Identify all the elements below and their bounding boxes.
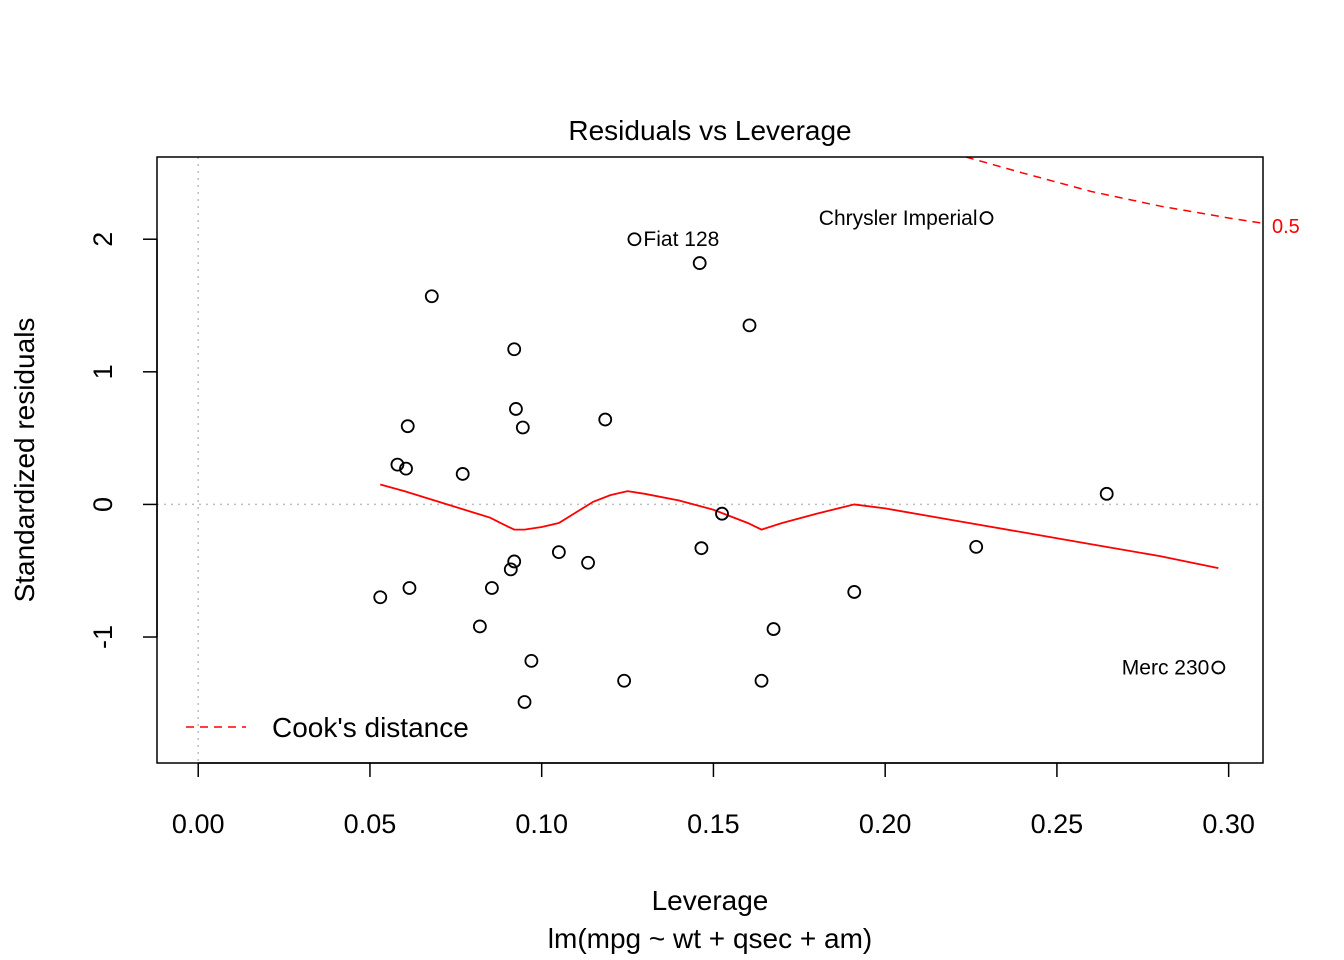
plot-region: [157, 157, 1263, 763]
data-point: [399, 461, 413, 476]
data-point: [1099, 486, 1114, 501]
data-point: [517, 695, 532, 709]
data-point: [598, 412, 613, 427]
point-label: Chrysler Imperial: [819, 207, 978, 230]
data-point: [507, 342, 522, 357]
data-point: [1211, 660, 1226, 675]
legend-cooks-distance-label: Cook's distance: [272, 712, 469, 743]
data-point: [617, 673, 632, 688]
y-tick-label: 0: [88, 497, 118, 512]
x-tick-label: 0.05: [344, 809, 397, 839]
x-tick-label: 0.25: [1031, 809, 1084, 839]
chart-title: Residuals vs Leverage: [568, 115, 851, 146]
data-point: [847, 585, 862, 599]
legend: Cook's distance: [186, 712, 469, 743]
data-point: [503, 562, 518, 577]
y-tick-label: -1: [88, 625, 118, 649]
data-point: [979, 211, 994, 225]
data-point: [424, 289, 439, 304]
data-point: [754, 673, 769, 688]
y-tick-label: 1: [88, 364, 118, 379]
data-point: [484, 581, 499, 595]
data-point: [509, 402, 523, 416]
x-tick-label: 0.20: [859, 809, 912, 839]
data-point: [373, 590, 388, 605]
x-axis: 0.00 0.05 0.10 0.15 0.20 0.25 0.30: [172, 762, 1255, 839]
data-point: [455, 467, 470, 481]
x-axis-title: Leverage: [652, 885, 769, 916]
x-tick-label: 0.00: [172, 809, 225, 839]
data-point: [742, 318, 757, 333]
point-label: Merc 230: [1122, 657, 1210, 680]
data-point: [400, 419, 415, 434]
data-point: [472, 619, 487, 634]
data-point: [402, 581, 417, 595]
data-point: [507, 554, 522, 569]
data-point: [390, 457, 405, 472]
data-point: [715, 506, 729, 521]
x-tick-label: 0.30: [1202, 809, 1255, 839]
data-point: [692, 256, 707, 270]
data-point: [969, 539, 984, 554]
data-point: [694, 541, 709, 556]
y-tick-label: 2: [88, 232, 118, 247]
data-point: [524, 653, 539, 668]
data-point: [627, 232, 642, 247]
cooks-distance-level-label: 0.5: [1272, 216, 1300, 238]
model-formula-subtitle: lm(mpg ~ wt + qsec + am): [548, 923, 872, 954]
x-tick-label: 0.15: [687, 809, 740, 839]
data-point: [581, 555, 595, 570]
data-point: [766, 622, 781, 636]
y-axis: -1 0 1 2: [88, 232, 158, 649]
y-axis-title: Standardized residuals: [9, 318, 40, 603]
point-label: Fiat 128: [643, 228, 719, 251]
smoothed-trend-line: [380, 483, 1219, 569]
x-tick-label: 0.10: [515, 809, 568, 839]
cooks-distance-contour: [965, 157, 1263, 225]
data-point: [515, 420, 530, 435]
data-point: [551, 545, 566, 560]
